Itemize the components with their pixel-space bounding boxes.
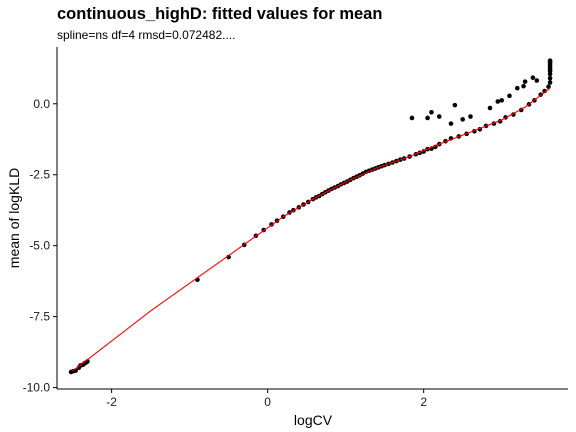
x-tick-label: 2 (420, 395, 427, 409)
data-point (425, 116, 430, 121)
data-point (548, 80, 553, 85)
data-point (534, 78, 539, 83)
x-axis-ticks: -2 0 2 (106, 389, 427, 409)
data-point (429, 110, 434, 115)
y-tick-label: -10.0 (23, 381, 51, 395)
data-point (523, 79, 528, 84)
data-point (507, 94, 512, 99)
data-point (521, 84, 526, 89)
y-axis-ticks: 0.0 -2.5 -5.0 -7.5 -10.0 (23, 97, 57, 395)
data-point (515, 86, 520, 91)
y-tick-label: -5.0 (29, 239, 50, 253)
data-point (437, 114, 442, 119)
data-point (548, 76, 553, 81)
y-tick-label: -7.5 (29, 310, 50, 324)
data-point (460, 117, 465, 122)
data-point (449, 121, 454, 126)
data-point (531, 75, 536, 80)
y-axis-title: mean of logKLD (6, 168, 22, 268)
x-tick-label: 0 (264, 395, 271, 409)
x-tick-label: -2 (106, 395, 117, 409)
y-tick-label: -2.5 (29, 168, 50, 182)
x-axis-title: logCV (294, 412, 333, 428)
y-tick-label: 0.0 (33, 97, 50, 111)
data-point (499, 98, 504, 103)
data-point (468, 114, 473, 119)
data-point (495, 99, 500, 104)
data-point (453, 103, 458, 108)
data-point (488, 106, 493, 111)
data-point (548, 58, 553, 63)
data-point (410, 116, 415, 121)
plot-area (69, 58, 553, 374)
